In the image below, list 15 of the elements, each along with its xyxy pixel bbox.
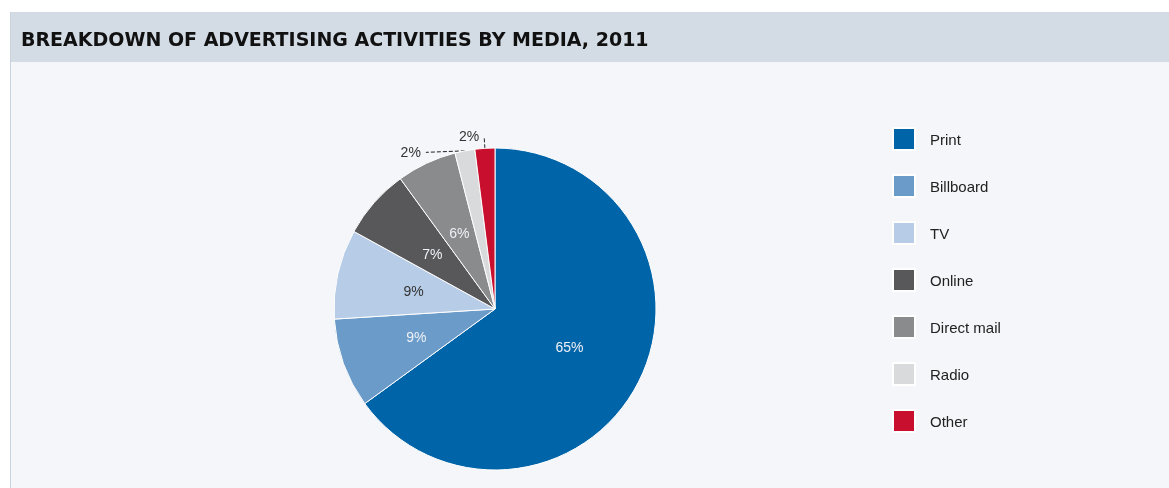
data-label: 65% bbox=[555, 338, 584, 355]
legend-label: TV bbox=[930, 224, 950, 242]
legend-label: Direct mail bbox=[930, 318, 1001, 336]
data-label: 2% bbox=[458, 128, 480, 145]
legend-label: Billboard bbox=[930, 177, 989, 195]
data-label: 9% bbox=[403, 282, 424, 299]
legend-label: Print bbox=[930, 130, 962, 148]
data-label: 6% bbox=[449, 225, 470, 242]
legend-label: Other bbox=[930, 412, 968, 430]
chart-title: BREAKDOWN OF ADVERTISING ACTIVITIES BY MEDIA, 2011 bbox=[11, 12, 1169, 62]
data-label: 7% bbox=[422, 245, 443, 262]
legend-label: Online bbox=[930, 271, 974, 289]
legend-label: Radio bbox=[930, 365, 970, 383]
data-label: 2% bbox=[400, 144, 421, 161]
data-label: 9% bbox=[406, 329, 427, 346]
